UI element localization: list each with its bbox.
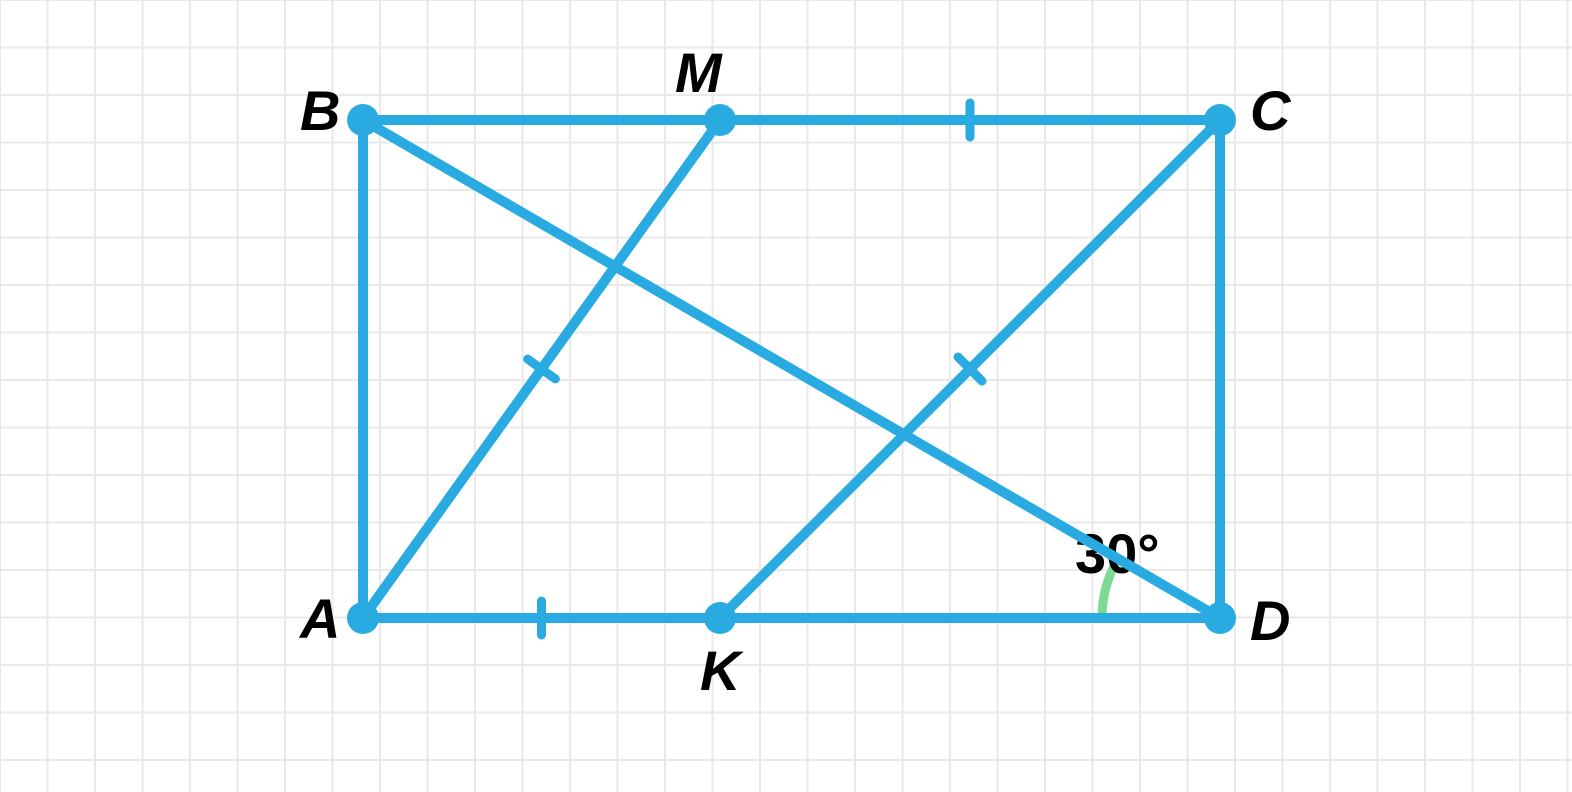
point-D <box>1204 602 1236 634</box>
label-A: A <box>298 587 340 650</box>
point-B <box>347 104 379 136</box>
point-K <box>704 602 736 634</box>
label-M: M <box>675 41 723 104</box>
label-B: B <box>300 79 340 142</box>
point-A <box>347 602 379 634</box>
point-C <box>1204 104 1236 136</box>
point-M <box>704 104 736 136</box>
label-D: D <box>1250 589 1290 652</box>
label-C: C <box>1250 79 1292 142</box>
geometry-diagram: 30°ABCDMK <box>0 0 1572 792</box>
label-K: K <box>700 639 744 702</box>
